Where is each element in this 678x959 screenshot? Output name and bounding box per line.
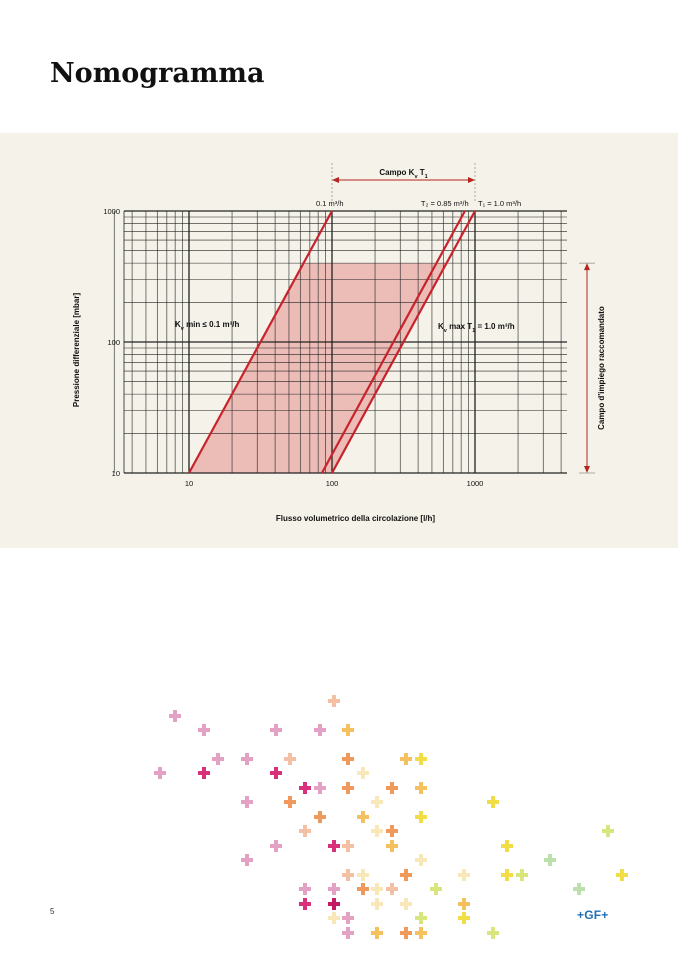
decorative-cross-icon bbox=[314, 724, 326, 736]
decorative-cross-icon bbox=[241, 854, 253, 866]
decorative-cross-icon bbox=[154, 767, 166, 779]
kv-range-label: Campo Kv T1 bbox=[379, 168, 427, 180]
kv-max-label: Kv max T1 = 1.0 m³/h bbox=[438, 322, 515, 334]
decorative-cross-icon bbox=[573, 883, 585, 895]
decorative-cross-icon bbox=[299, 883, 311, 895]
recommended-region bbox=[189, 263, 447, 473]
decorative-cross-icon bbox=[328, 898, 340, 910]
decorative-cross-icon bbox=[501, 840, 513, 852]
decorative-cross-icon bbox=[328, 840, 340, 852]
x-tick-label: 1000 bbox=[467, 479, 484, 488]
decorative-cross-icon bbox=[357, 767, 369, 779]
series-line-3 bbox=[331, 210, 476, 474]
decorative-cross-icon bbox=[371, 825, 383, 837]
y-tick-label: 100 bbox=[107, 338, 120, 347]
series-label-3: T₁ = 1.0 m³/h bbox=[478, 199, 521, 208]
decorative-cross-icon bbox=[415, 927, 427, 939]
decorative-cross-icon bbox=[400, 753, 412, 765]
decorative-cross-icon bbox=[342, 782, 354, 794]
gf-logo: +GF+ bbox=[577, 908, 609, 922]
decorative-cross-icon bbox=[169, 710, 181, 722]
decorative-cross-icon bbox=[371, 883, 383, 895]
x-tick-label: 100 bbox=[326, 479, 339, 488]
kv-range-arrow-head-left bbox=[332, 177, 339, 183]
series-label-1: 0.1 m³/h bbox=[316, 199, 344, 208]
recommended-range-arrow-head-top bbox=[584, 263, 590, 271]
decorative-cross-icon bbox=[198, 767, 210, 779]
decorative-cross-icon bbox=[430, 883, 442, 895]
decorative-cross-icon bbox=[284, 796, 296, 808]
page-number: 5 bbox=[50, 907, 55, 916]
decorative-cross-icon bbox=[458, 869, 470, 881]
decorative-cross-icon bbox=[299, 782, 311, 794]
decorative-cross-icon bbox=[241, 753, 253, 765]
decorative-cross-icon bbox=[198, 724, 210, 736]
decorative-cross-icon bbox=[357, 883, 369, 895]
decorative-cross-icon bbox=[516, 869, 528, 881]
decorative-cross-icon bbox=[270, 767, 282, 779]
decorative-cross-icon bbox=[415, 753, 427, 765]
decorative-cross-icon bbox=[371, 796, 383, 808]
decorative-cross-icon bbox=[386, 782, 398, 794]
x-axis-label: Flusso volumetrico della circolazione [l… bbox=[276, 514, 435, 523]
series-line-1 bbox=[188, 210, 333, 474]
y-axis-label: Pressione differenziale [mbar] bbox=[72, 293, 81, 408]
decorative-cross-icon bbox=[357, 811, 369, 823]
cross-pattern-decoration bbox=[154, 695, 628, 939]
decorative-cross-icon bbox=[299, 825, 311, 837]
decorative-cross-icon bbox=[371, 898, 383, 910]
decorative-cross-icon bbox=[342, 869, 354, 881]
decorative-cross-icon bbox=[299, 898, 311, 910]
decorative-cross-icon bbox=[314, 811, 326, 823]
decorative-cross-icon bbox=[284, 753, 296, 765]
decorative-cross-icon bbox=[602, 825, 614, 837]
decorative-cross-icon bbox=[400, 898, 412, 910]
decorative-cross-icon bbox=[212, 753, 224, 765]
decorative-cross-icon bbox=[415, 912, 427, 924]
decorative-cross-icon bbox=[328, 883, 340, 895]
decorative-cross-icon bbox=[241, 796, 253, 808]
nomogram-chart: 0.1 m³/h T₂ = 0.85 m³/h T₁ = 1.0 m³/h 10 100… bbox=[72, 163, 606, 523]
decorative-cross-icon bbox=[487, 796, 499, 808]
decorative-cross-icon bbox=[357, 869, 369, 881]
decorative-cross-icon bbox=[487, 927, 499, 939]
decorative-cross-icon bbox=[342, 912, 354, 924]
kv-range-arrow-head-right bbox=[468, 177, 475, 183]
decorative-cross-icon bbox=[328, 912, 340, 924]
decorative-cross-icon bbox=[386, 883, 398, 895]
decorative-cross-icon bbox=[415, 854, 427, 866]
decorative-cross-icon bbox=[342, 927, 354, 939]
kv-min-label: Kv min ≤ 0.1 m³/h bbox=[175, 320, 239, 332]
decorative-cross-icon bbox=[400, 927, 412, 939]
page-title: Nomogramma bbox=[50, 58, 265, 89]
decorative-cross-icon bbox=[342, 724, 354, 736]
decorative-cross-icon bbox=[386, 825, 398, 837]
y-tick-label: 1000 bbox=[103, 207, 120, 216]
decorative-cross-icon bbox=[415, 782, 427, 794]
decorative-cross-icon bbox=[400, 869, 412, 881]
decorative-cross-icon bbox=[342, 840, 354, 852]
decorative-cross-icon bbox=[270, 840, 282, 852]
y-tick-label: 10 bbox=[112, 469, 120, 478]
decorative-cross-icon bbox=[544, 854, 556, 866]
decorative-cross-icon bbox=[314, 782, 326, 794]
decorative-cross-icon bbox=[458, 898, 470, 910]
decorative-cross-icon bbox=[616, 869, 628, 881]
series-label-2: T₂ = 0.85 m³/h bbox=[421, 199, 469, 208]
x-tick-label: 10 bbox=[185, 479, 193, 488]
decorative-cross-icon bbox=[342, 753, 354, 765]
series-line-2 bbox=[320, 210, 466, 474]
decorative-cross-icon bbox=[328, 695, 340, 707]
decorative-cross-icon bbox=[386, 840, 398, 852]
decorative-cross-icon bbox=[501, 869, 513, 881]
nomogram-panel: 0.1 m³/h T₂ = 0.85 m³/h T₁ = 1.0 m³/h 10 100… bbox=[0, 133, 678, 548]
decorative-cross-icon bbox=[458, 912, 470, 924]
recommended-range-label: Campo d'impiego raccomandato bbox=[597, 306, 606, 430]
decorative-cross-icon bbox=[270, 724, 282, 736]
decorative-cross-icon bbox=[371, 927, 383, 939]
decorative-cross-icon bbox=[415, 811, 427, 823]
recommended-range-arrow-head-bottom bbox=[584, 466, 590, 473]
